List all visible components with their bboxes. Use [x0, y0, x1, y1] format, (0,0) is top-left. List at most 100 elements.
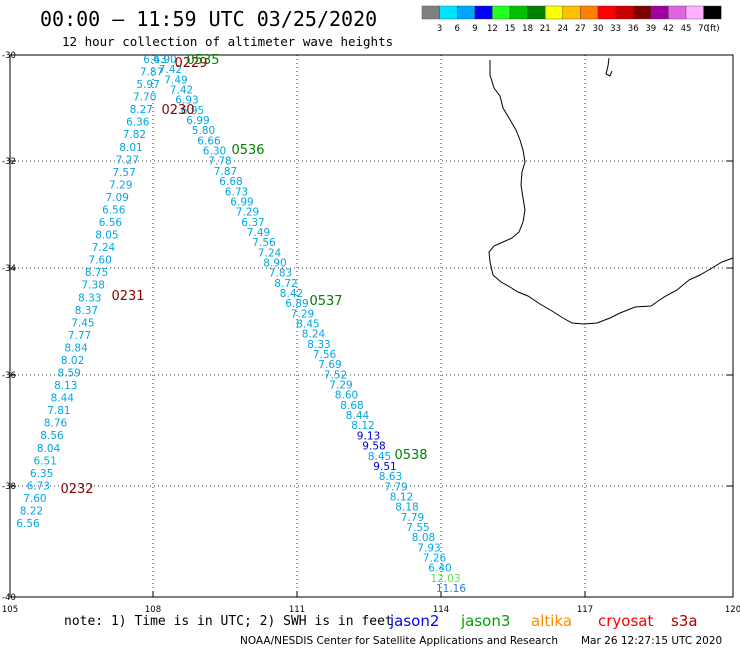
- wave-height-value: 8.56: [40, 430, 64, 442]
- wave-height-value: 9.58: [362, 441, 385, 453]
- wave-height-value: 6.90: [153, 54, 176, 66]
- wave-height-value: 8.33: [78, 292, 101, 304]
- wave-height-value: 8.02: [61, 355, 84, 367]
- legend-swatch: [685, 5, 704, 20]
- wave-height-value: 8.18: [395, 502, 418, 514]
- wave-height-value: 6.36: [126, 117, 150, 129]
- wave-height-value: 7.52: [324, 369, 347, 381]
- altimeter-tracks: 6.437.875.977.708.276.367.828.017.277.57…: [16, 54, 466, 595]
- wave-height-value: 7.87: [214, 166, 237, 178]
- time-label: 0232: [60, 482, 93, 497]
- legend-swatch: [597, 5, 616, 20]
- wave-height-value: 6.93: [175, 95, 198, 107]
- wave-height-value: 7.45: [71, 317, 94, 329]
- wave-height-value: 7.24: [258, 247, 282, 259]
- wave-height-value: 7.42: [159, 64, 182, 76]
- wave-height-value: 8.84: [64, 342, 88, 354]
- legend-label: 9: [472, 24, 477, 34]
- wave-height-value: 8.45: [368, 451, 391, 463]
- legend-swatch: [527, 5, 546, 20]
- wave-height-value: 12.03: [430, 573, 460, 585]
- time-label: 0229: [174, 56, 207, 71]
- footer-credit: NOAA/NESDIS Center for Satellite Applica…: [240, 635, 558, 647]
- wave-height-value: 8.27: [130, 104, 153, 116]
- lon-label: 105: [2, 605, 18, 615]
- legend-label: (ft): [707, 24, 720, 34]
- lat-lon-grid: [10, 55, 733, 597]
- wave-height-value: 7.69: [318, 359, 341, 371]
- legend-label: 70: [698, 24, 709, 34]
- wave-height-value: 8.75: [85, 267, 108, 279]
- wave-height-value: 7.77: [68, 330, 91, 342]
- time-label: 0536: [231, 143, 264, 158]
- wave-height-value: 8.05: [95, 230, 118, 242]
- satellite-name: jason3: [460, 612, 510, 630]
- legend-swatch: [562, 5, 581, 20]
- page-title: 00:00 – 11:59 UTC 03/25/2020: [40, 7, 377, 31]
- wave-height-value: 6.56: [102, 205, 126, 217]
- legend-swatch: [668, 5, 687, 20]
- wave-height-value: 7.09: [106, 192, 129, 204]
- lon-label: 108: [145, 605, 161, 615]
- lat-label: -30: [2, 51, 16, 61]
- time-label: 0537: [309, 294, 342, 309]
- legend-label: 18: [522, 24, 533, 34]
- satellite-name: jason2: [389, 612, 439, 630]
- legend-swatch: [615, 5, 634, 20]
- legend-swatch: [703, 5, 722, 20]
- wave-height-value: 8.44: [346, 410, 370, 422]
- legend-swatch: [580, 5, 599, 20]
- satellite-name: altika: [531, 612, 572, 630]
- wave-height-value: 7.24: [92, 242, 116, 254]
- wave-height-value: 7.49: [247, 227, 270, 239]
- coastline: [488, 60, 734, 325]
- wave-height-value: 6.51: [34, 455, 57, 467]
- wave-height-value: 7.56: [252, 237, 276, 249]
- wave-height-value: 9.13: [357, 430, 380, 442]
- wave-height-value: 8.68: [340, 400, 363, 412]
- wave-height-value: 6.99: [230, 196, 253, 208]
- wave-height-value: 8.12: [390, 491, 413, 503]
- wave-height-value: 9.51: [373, 461, 396, 473]
- island-outline: [605, 57, 613, 77]
- time-label: 0538: [394, 448, 427, 463]
- wave-height-value: 6.73: [225, 186, 248, 198]
- wave-height-value: 8.04: [37, 443, 61, 455]
- wave-height-value: 7.42: [170, 85, 193, 97]
- satellite-name: cryosat: [598, 612, 653, 630]
- wave-height-value: 6.95: [181, 105, 204, 117]
- legend-swatch: [633, 5, 652, 20]
- legend-swatch: [650, 5, 669, 20]
- wave-height-value: 7.29: [291, 308, 314, 320]
- footer-timestamp: Mar 26 12:27:15 UTC 2020: [581, 635, 722, 647]
- lon-label: 120: [725, 605, 740, 615]
- legend-swatch: [474, 5, 493, 20]
- wave-height-value: 8.13: [54, 380, 77, 392]
- wave-height-value: 6.73: [27, 480, 50, 492]
- wave-height-value: 7.60: [88, 255, 111, 267]
- legend-label: 15: [505, 24, 516, 34]
- wave-height-value: 7.57: [112, 167, 135, 179]
- legend-swatch: [509, 5, 528, 20]
- time-label: 0231: [111, 289, 144, 304]
- wave-height-value: 7.29: [236, 207, 259, 219]
- lat-label: -38: [2, 482, 16, 492]
- legend-swatch: [492, 5, 511, 20]
- wave-height-value: 8.90: [263, 258, 286, 270]
- wave-height-value: 7.70: [133, 92, 156, 104]
- wave-height-value: 6.35: [30, 468, 53, 480]
- wave-height-value: 6.30: [203, 146, 226, 158]
- wave-height-value: 5.97: [136, 79, 159, 91]
- wave-height-value: 7.83: [269, 268, 292, 280]
- legend-label: 27: [575, 24, 586, 34]
- wave-height-value: 8.44: [51, 393, 75, 405]
- page-subtitle: 12 hour collection of altimeter wave hei…: [62, 34, 393, 49]
- legend-label: 6: [454, 24, 459, 34]
- wave-height-value: 7.78: [208, 156, 231, 168]
- wave-height-value: 8.45: [296, 319, 319, 331]
- wave-height-value: 7.82: [123, 129, 146, 141]
- wave-height-value: 8.33: [307, 339, 330, 351]
